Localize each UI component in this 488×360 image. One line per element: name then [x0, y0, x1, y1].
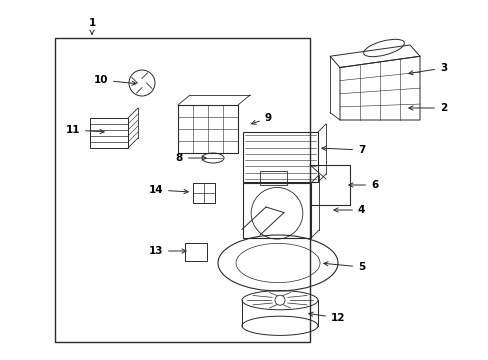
- Text: 10: 10: [93, 75, 136, 85]
- Text: 1: 1: [88, 18, 96, 34]
- Bar: [184, 243, 206, 261]
- Text: 5: 5: [323, 262, 365, 272]
- Bar: [193, 183, 215, 203]
- Text: 13: 13: [148, 246, 186, 256]
- Text: 8: 8: [175, 153, 206, 163]
- Text: 12: 12: [308, 312, 345, 323]
- Text: 7: 7: [321, 145, 365, 155]
- Text: 11: 11: [65, 125, 104, 135]
- Text: 9: 9: [251, 113, 271, 124]
- Text: 14: 14: [148, 185, 188, 195]
- Bar: [260, 171, 286, 185]
- Bar: [178, 105, 238, 153]
- Bar: [243, 183, 310, 238]
- Circle shape: [274, 295, 285, 305]
- Bar: [243, 132, 317, 182]
- Bar: [55, 38, 309, 342]
- Text: 6: 6: [348, 180, 378, 190]
- Bar: [90, 118, 128, 148]
- Text: 2: 2: [408, 103, 447, 113]
- Bar: [309, 165, 349, 205]
- Text: 3: 3: [408, 63, 447, 75]
- Text: 4: 4: [333, 205, 365, 215]
